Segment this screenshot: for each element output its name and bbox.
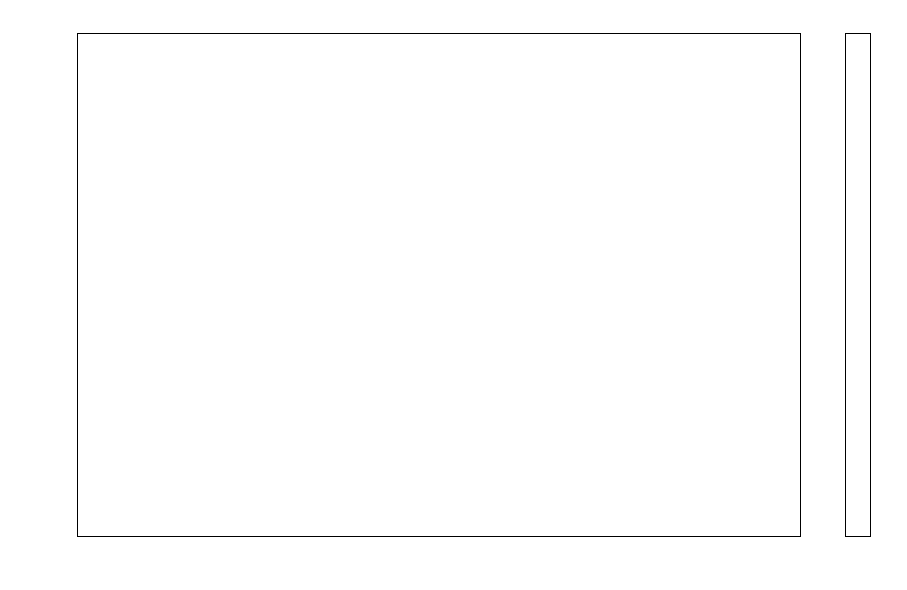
heatmap-image bbox=[77, 33, 801, 537]
colorbar bbox=[845, 33, 871, 537]
